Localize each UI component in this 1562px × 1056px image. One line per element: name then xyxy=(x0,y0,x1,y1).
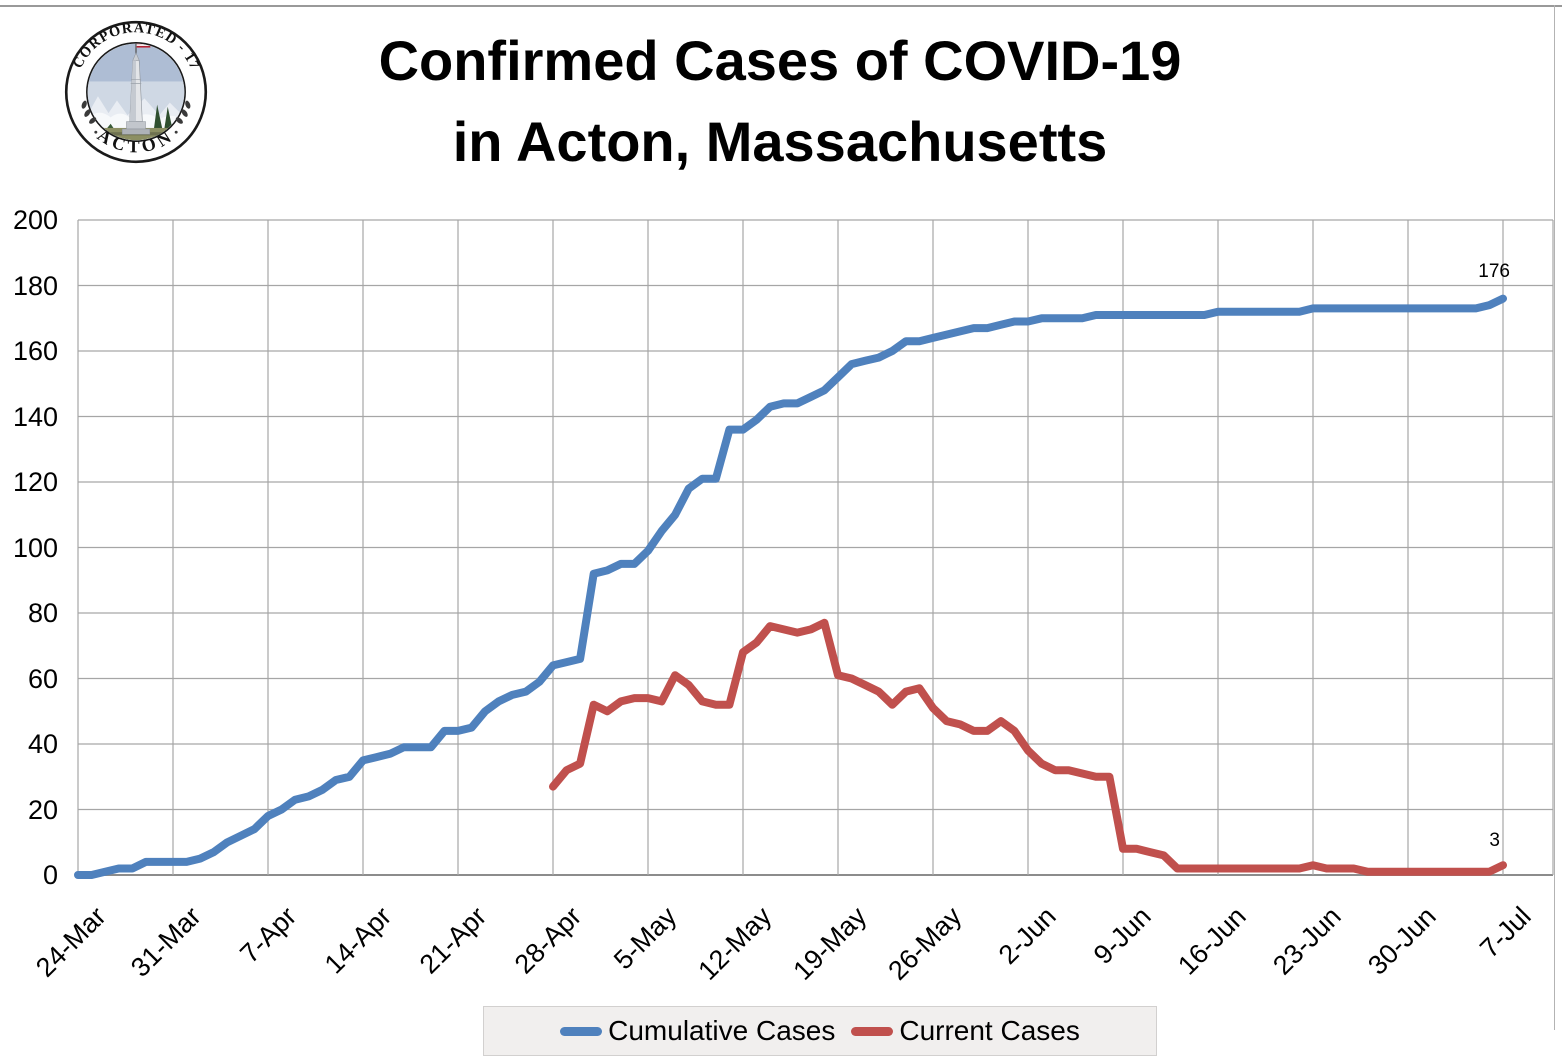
y-tick-label-180: 180 xyxy=(12,270,58,301)
series-line-current-cases xyxy=(549,618,1507,876)
seal-laurel-right xyxy=(175,100,191,124)
current-line-swatch xyxy=(851,1026,894,1036)
y-tick-label-20: 20 xyxy=(27,794,58,825)
y-tick-label-120: 120 xyxy=(12,467,58,497)
y-tick-label-140: 140 xyxy=(12,401,58,432)
y-tick-label-200: 200 xyxy=(12,205,58,235)
legend-label-cumulative: Cumulative Cases xyxy=(608,1015,836,1046)
y-tick-label-60: 60 xyxy=(27,663,58,694)
legend-item-current: Current Cases xyxy=(851,1015,1080,1047)
seal-monument xyxy=(121,52,151,135)
y-tick-label-100: 100 xyxy=(12,532,58,563)
current-end-value-label: 3 xyxy=(1489,830,1500,851)
cumulative-line-swatch xyxy=(560,1026,603,1036)
page-right-border xyxy=(1554,5,1555,1030)
series-line-cumulative-cases xyxy=(74,294,1507,879)
chart-legend: Cumulative Cases Current Cases xyxy=(483,1006,1157,1056)
page: { "header": { "title_line1": "Confirmed … xyxy=(0,5,1562,1056)
chart-title: Confirmed Cases of COVID-19 in Acton, Ma… xyxy=(85,20,1475,182)
seal-laurel-left xyxy=(81,100,97,124)
y-tick-label-40: 40 xyxy=(27,729,58,759)
line-chart-plot xyxy=(74,219,1554,879)
legend-item-cumulative: Cumulative Cases xyxy=(560,1015,835,1047)
cumulative-end-value-label: 176 xyxy=(1478,261,1510,282)
page-top-border xyxy=(0,5,1562,7)
y-tick-label-80: 80 xyxy=(27,598,58,628)
acton-town-seal: INCORPORATED - 1735 ACTON xyxy=(62,18,208,164)
chart-title-line2: in Acton, Massachusetts xyxy=(452,110,1108,173)
y-tick-label-0: 0 xyxy=(42,860,58,890)
legend-label-current: Current Cases xyxy=(899,1015,1080,1046)
chart-title-line1: Confirmed Cases of COVID-19 xyxy=(378,29,1182,92)
y-tick-label-160: 160 xyxy=(12,336,58,366)
